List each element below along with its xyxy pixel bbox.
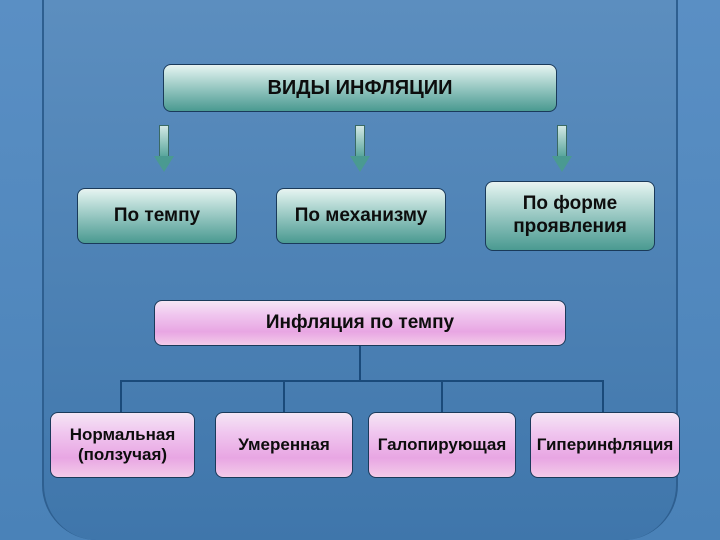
subheading-label: Инфляция по темпу [266,312,454,335]
item-label: Гиперинфляция [537,435,673,455]
category-node-form: По форме проявления [485,181,655,251]
connector [441,380,443,412]
item-node-hyper: Гиперинфляция [530,412,680,478]
arrow-icon [154,125,174,175]
category-node-mechanism: По механизму [276,188,446,244]
category-label: По механизму [295,205,428,228]
item-node-normal: Нормальная (ползучая) [50,412,195,478]
category-label: По форме проявления [494,193,646,239]
item-label: Умеренная [238,435,330,455]
connector [120,380,604,382]
category-node-tempo: По темпу [77,188,237,244]
category-label: По темпу [114,205,200,228]
connector [602,380,604,412]
root-label: ВИДЫ ИНФЛЯЦИИ [267,76,452,100]
connector [283,380,285,412]
connector [120,380,122,412]
arrow-icon [350,125,370,175]
root-node: ВИДЫ ИНФЛЯЦИИ [163,64,557,112]
item-node-galloping: Галопирующая [368,412,516,478]
connector [359,346,361,380]
item-label: Нормальная (ползучая) [59,425,186,466]
item-label: Галопирующая [378,435,507,455]
arrow-icon [552,125,572,175]
item-node-moderate: Умеренная [215,412,353,478]
diagram-canvas: ВИДЫ ИНФЛЯЦИИ По темпу По механизму По ф… [0,0,720,540]
subheading-node: Инфляция по темпу [154,300,566,346]
